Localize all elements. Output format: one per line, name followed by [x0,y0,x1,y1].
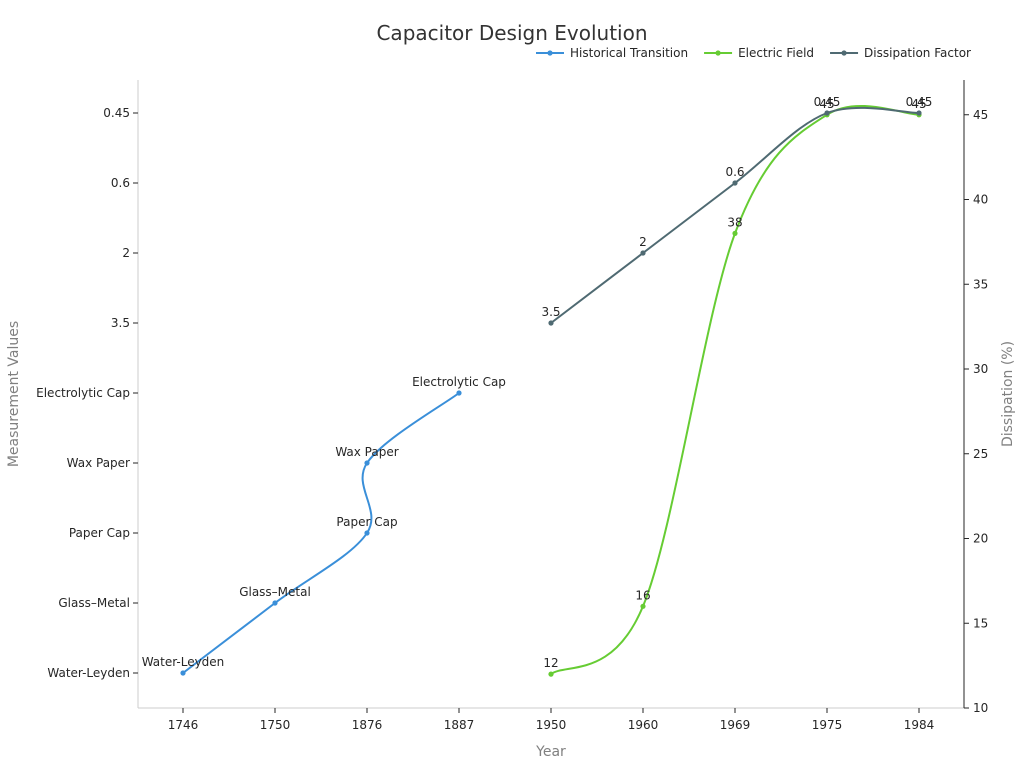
historical-transition-data-label: Water-Leyden [142,655,225,669]
right-tick-label: 40 [973,193,988,207]
x-tick-label: 1975 [812,718,843,732]
dissipation-factor-data-label: 3.5 [541,305,560,319]
left-tick-label: Paper Cap [69,526,130,540]
x-axis-title: Year [535,744,566,760]
historical-transition-point[interactable] [272,600,278,606]
left-tick-label: 0.45 [103,106,130,120]
right-tick-label: 15 [973,616,988,630]
historical-transition-point[interactable] [456,390,462,396]
electric-field-point[interactable] [640,603,646,609]
left-tick-label: Water-Leyden [47,666,130,680]
right-axis-ticks: 10 15 20 25 30 35 40 45 [964,108,988,715]
legend-marker [841,50,847,56]
dissipation-factor-point[interactable] [916,110,922,116]
electric-field-point[interactable] [732,230,738,236]
legend-marker [715,50,721,56]
dissipation-factor-point[interactable] [640,250,646,256]
legend-item-historical-transition[interactable]: Historical Transition [536,46,688,60]
legend-label: Electric Field [738,46,814,60]
x-tick-label: 1984 [904,718,935,732]
x-tick-label: 1750 [260,718,291,732]
left-axis-title: Measurement Values [6,321,22,467]
series-historical-transition: Water-Leyden Glass–Metal Paper Cap Wax Pape… [142,375,506,676]
dissipation-factor-data-label: 0.6 [725,165,744,179]
right-tick-label: 45 [973,108,988,122]
right-tick-label: 20 [973,532,988,546]
right-tick-label: 30 [973,362,988,376]
electric-field-data-label: 16 [635,588,650,602]
x-tick-label: 1969 [720,718,751,732]
electric-field-data-label: 38 [727,215,742,229]
legend-label: Dissipation Factor [864,46,971,60]
dissipation-factor-point[interactable] [732,180,738,186]
series-layer: Water-Leyden Glass–Metal Paper Cap Wax Pape… [142,95,932,677]
left-axis-ticks: Water-Leyden Glass–Metal Paper Cap Wax Pape… [36,106,138,680]
x-tick-label: 1950 [536,718,567,732]
historical-transition-data-label: Paper Cap [336,515,397,529]
electric-field-data-label: 12 [543,656,558,670]
historical-transition-point[interactable] [364,530,370,536]
legend-item-dissipation-factor[interactable]: Dissipation Factor [830,46,971,60]
left-tick-label: Wax Paper [67,456,130,470]
dissipation-factor-point[interactable] [824,110,830,116]
historical-transition-point[interactable] [180,670,186,676]
historical-transition-data-label: Glass–Metal [239,585,311,599]
series-dissipation-factor: 3.5 2 0.6 0.45 0.45 [541,95,932,326]
x-tick-label: 1887 [444,718,475,732]
historical-transition-data-label: Electrolytic Cap [412,375,506,389]
right-tick-label: 25 [973,447,988,461]
legend-item-electric-field[interactable]: Electric Field [704,46,814,60]
dissipation-factor-data-label: 0.45 [906,95,933,109]
legend-marker [547,50,553,56]
historical-transition-point[interactable] [364,460,370,466]
left-tick-label: 3.5 [111,316,130,330]
chart-title: Capacitor Design Evolution [376,21,647,45]
electric-field-data-label: 45 [819,97,834,111]
electric-field-point[interactable] [548,671,554,677]
legend-label: Historical Transition [570,46,688,60]
left-tick-label: 0.6 [111,176,130,190]
electric-field-data-label: 45 [911,97,926,111]
left-tick-label: Glass–Metal [58,596,130,610]
electric-field-line [550,105,920,675]
legend[interactable]: Historical Transition Electric Field Dissi… [536,46,971,60]
dissipation-factor-point[interactable] [548,320,554,326]
right-axis-title: Dissipation (%) [1000,341,1016,447]
right-tick-label: 35 [973,277,988,291]
left-tick-label: 2 [122,246,130,260]
dissipation-factor-data-label: 2 [639,235,647,249]
historical-transition-line [182,392,460,674]
dissipation-factor-data-label: 0.45 [814,95,841,109]
x-tick-label: 1960 [628,718,659,732]
x-tick-label: 1876 [352,718,383,732]
x-axis-ticks: 1746 1750 1876 1887 1950 1960 1969 1975 1984 [168,708,935,732]
left-tick-label: Electrolytic Cap [36,386,130,400]
historical-transition-data-label: Wax Paper [335,445,398,459]
right-tick-label: 10 [973,701,988,715]
x-tick-label: 1746 [168,718,199,732]
